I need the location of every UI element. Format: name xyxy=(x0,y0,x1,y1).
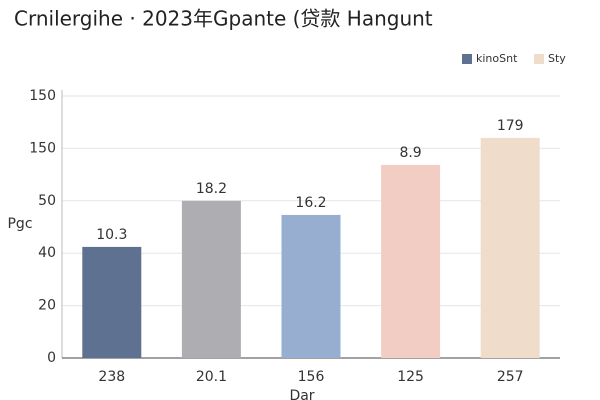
y-tick-label: 150 xyxy=(29,88,56,104)
x-tick-label: 125 xyxy=(397,369,424,385)
bar xyxy=(181,200,241,358)
bar-annotation: 10.3 xyxy=(96,227,127,243)
legend-swatch xyxy=(462,54,472,64)
bar xyxy=(381,164,441,358)
y-tick-label: 50 xyxy=(38,193,56,209)
x-axis-label: Dar xyxy=(289,388,314,400)
x-tick-label: 156 xyxy=(298,369,325,385)
chart-title: Crnilergihe · 2023年Gpante (贷款 Hangunt xyxy=(14,7,433,31)
y-tick-label: 0 xyxy=(47,350,56,366)
bar-annotation: 179 xyxy=(497,118,524,134)
x-tick-label: 257 xyxy=(497,369,524,385)
bar-annotation: 16.2 xyxy=(295,195,326,211)
y-tick-label: 150 xyxy=(29,140,56,156)
bar xyxy=(480,137,540,358)
bar xyxy=(82,246,142,358)
legend-label: kinoSnt xyxy=(476,52,518,65)
legend-swatch xyxy=(534,54,544,64)
y-axis-label: Pgc xyxy=(7,216,32,232)
x-tick-label: 238 xyxy=(98,369,125,385)
y-tick-label: 20 xyxy=(38,298,56,314)
legend-label: Sty xyxy=(548,52,566,65)
y-tick-label: 40 xyxy=(38,245,56,261)
x-tick-label: 20.1 xyxy=(196,369,227,385)
bar-annotation: 18.2 xyxy=(196,181,227,197)
bar-annotation: 8.9 xyxy=(399,145,421,161)
bar xyxy=(281,214,341,358)
